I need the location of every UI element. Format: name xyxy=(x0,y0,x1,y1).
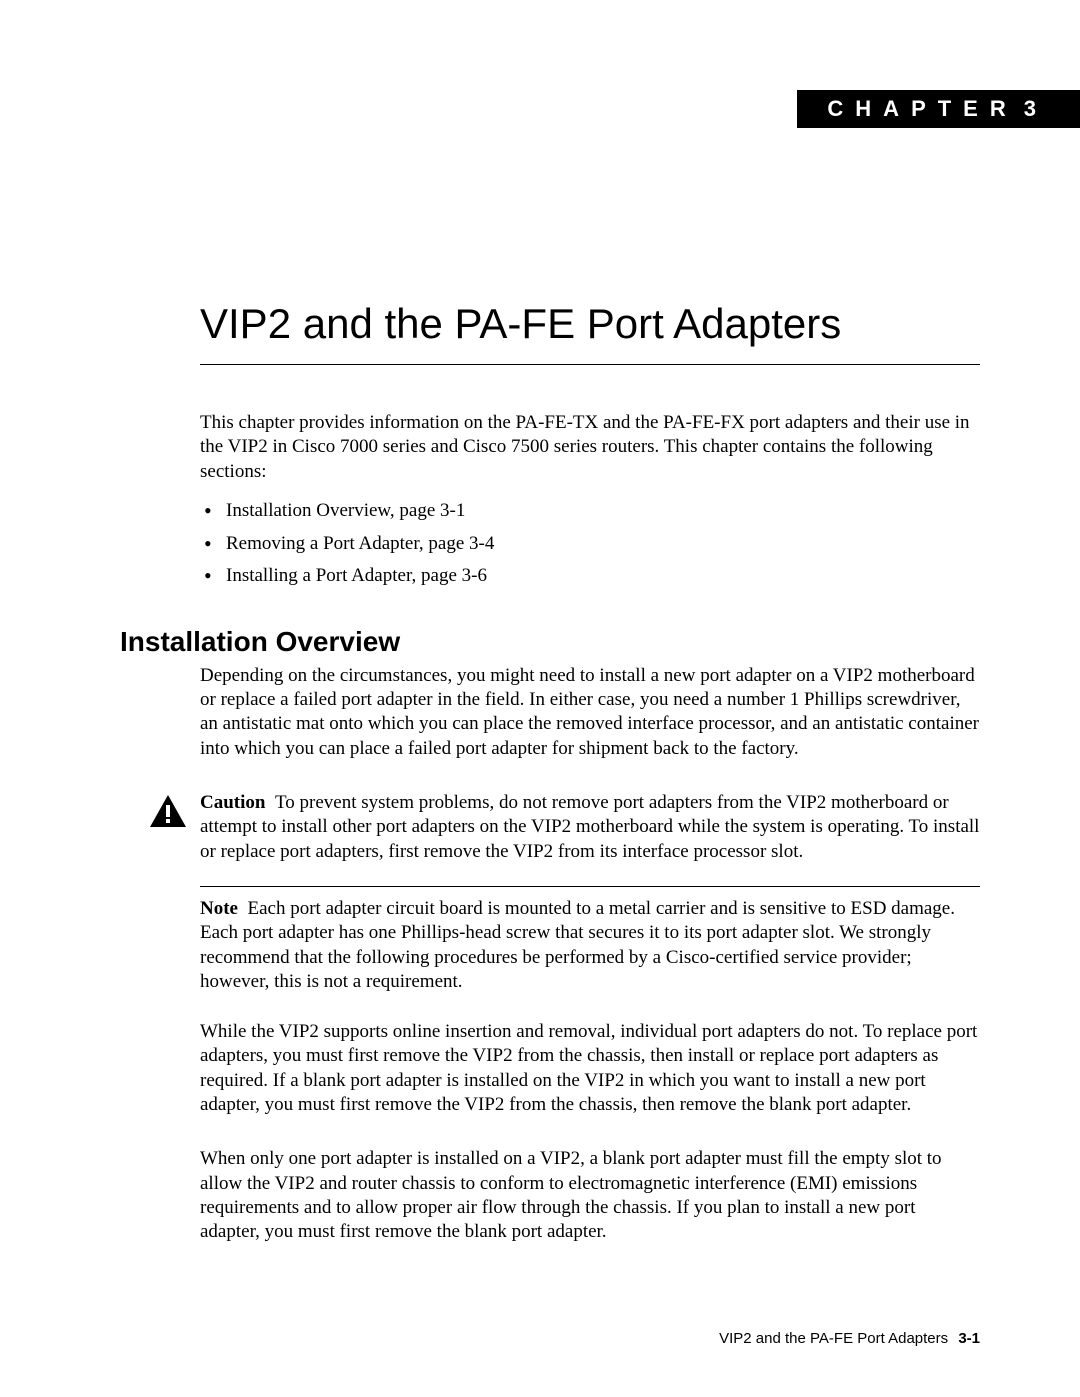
note-text: Each port adapter circuit board is mount… xyxy=(200,898,955,992)
title-rule xyxy=(200,364,980,365)
page: CHAPTER 3 VIP2 and the PA-FE Port Adapter… xyxy=(0,0,1080,1397)
caution-callout: Caution To prevent system problems, do n… xyxy=(200,791,980,864)
section-paragraph: When only one port adapter is installed … xyxy=(200,1147,980,1244)
chapter-label: CHAPTER xyxy=(827,96,1017,121)
section-heading: Installation Overview xyxy=(120,626,980,658)
footer-page: 3-1 xyxy=(958,1330,980,1347)
page-footer: VIP2 and the PA-FE Port Adapters 3-1 xyxy=(719,1330,980,1347)
list-item: Removing a Port Adapter, page 3-4 xyxy=(200,531,980,558)
list-item: Installation Overview, page 3-1 xyxy=(200,498,980,525)
list-item: Installing a Port Adapter, page 3-6 xyxy=(200,563,980,590)
section-installation-overview: Installation Overview Depending on the c… xyxy=(120,626,980,1245)
caution-text: To prevent system problems, do not remov… xyxy=(200,792,979,862)
note-label: Note xyxy=(200,898,238,919)
toc-list: Installation Overview, page 3-1 Removing… xyxy=(200,498,980,590)
body-column: This chapter provides information on the… xyxy=(200,411,980,590)
note-rule-top xyxy=(200,886,980,887)
intro-paragraph: This chapter provides information on the… xyxy=(200,411,980,484)
footer-title: VIP2 and the PA-FE Port Adapters xyxy=(719,1330,948,1347)
caution-label: Caution xyxy=(200,792,265,813)
chapter-title-block: VIP2 and the PA-FE Port Adapters xyxy=(200,300,980,365)
chapter-number: 3 xyxy=(1024,96,1040,121)
note-callout: Note Each port adapter circuit board is … xyxy=(200,886,980,994)
caution-icon xyxy=(148,791,200,829)
section-paragraph: While the VIP2 supports online insertion… xyxy=(200,1020,980,1117)
chapter-bar: CHAPTER 3 xyxy=(797,90,1080,128)
caution-body: Caution To prevent system problems, do n… xyxy=(200,791,980,864)
chapter-title: VIP2 and the PA-FE Port Adapters xyxy=(200,300,980,356)
section-paragraph: Depending on the circumstances, you migh… xyxy=(200,664,980,761)
